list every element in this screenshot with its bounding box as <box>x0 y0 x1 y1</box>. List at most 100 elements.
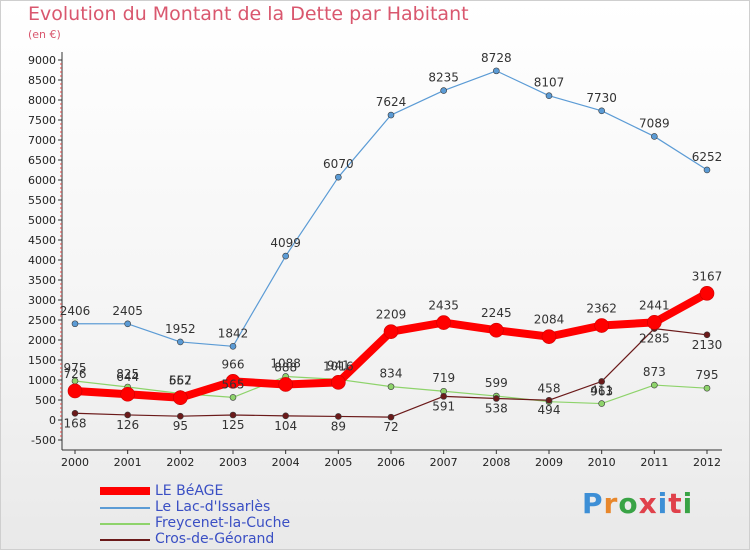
data-label-le-b-age: 2441 <box>639 298 670 312</box>
x-tick-label: 2000 <box>61 456 89 469</box>
data-label-cros-de-g-orand: 963 <box>590 384 613 398</box>
data-label-le-lac-d-issarl-s: 4099 <box>270 236 301 250</box>
data-label-freycenet-la-cuche: 873 <box>643 365 666 379</box>
data-point-le-b-age <box>489 322 504 338</box>
y-tick-label: 8500 <box>28 74 56 87</box>
data-point-cros-de-g-orand <box>598 378 605 385</box>
x-tick-label: 2008 <box>482 456 510 469</box>
data-label-cros-de-g-orand: 125 <box>222 418 245 432</box>
data-label-le-b-age: 941 <box>327 358 350 372</box>
data-label-le-b-age: 888 <box>274 360 297 374</box>
data-point-cros-de-g-orand <box>124 411 131 419</box>
data-point-le-lac-d-issarl-s <box>545 92 553 100</box>
y-tick-label: 8000 <box>28 94 56 107</box>
data-point-cros-de-g-orand <box>335 413 342 420</box>
y-tick-label: 4000 <box>28 254 56 267</box>
data-point-le-b-age <box>173 390 188 406</box>
y-tick-label: 1500 <box>28 354 56 367</box>
y-tick-label: 5000 <box>28 214 56 227</box>
data-label-le-lac-d-issarl-s: 2405 <box>112 304 143 318</box>
data-point-le-b-age <box>225 374 241 389</box>
data-point-freycenet-la-cuche <box>703 384 711 392</box>
data-point-le-b-age <box>594 318 609 333</box>
data-point-cros-de-g-orand <box>177 412 184 420</box>
data-point-le-lac-d-issarl-s <box>229 343 237 350</box>
data-label-freycenet-la-cuche: 599 <box>485 376 508 390</box>
data-label-cros-de-g-orand: 89 <box>331 419 346 433</box>
x-tick-label: 2009 <box>535 456 563 469</box>
data-label-le-b-age: 2362 <box>586 302 617 316</box>
data-label-freycenet-la-cuche: 834 <box>380 367 403 381</box>
data-point-le-b-age <box>541 329 557 344</box>
data-point-cros-de-g-orand <box>387 413 395 421</box>
x-tick-label: 2004 <box>272 456 300 469</box>
data-label-le-b-age: 644 <box>116 370 139 384</box>
data-label-cros-de-g-orand: 72 <box>383 420 398 434</box>
data-label-le-b-age: 2245 <box>481 306 512 320</box>
data-label-cros-de-g-orand: 591 <box>432 399 455 413</box>
data-point-cros-de-g-orand <box>440 393 447 400</box>
y-tick-label: 6000 <box>28 174 56 187</box>
data-point-le-lac-d-issarl-s <box>651 133 658 140</box>
x-tick-label: 2011 <box>640 456 668 469</box>
data-point-cros-de-g-orand <box>71 409 79 417</box>
chart-unit-label: (en €) <box>28 28 61 41</box>
y-tick-label: 7500 <box>28 114 56 127</box>
data-point-cros-de-g-orand <box>282 412 289 420</box>
data-label-le-lac-d-issarl-s: 7089 <box>639 116 670 130</box>
data-point-le-b-age <box>278 377 293 392</box>
data-label-freycenet-la-cuche: 975 <box>64 361 87 375</box>
data-label-cros-de-g-orand: 2130 <box>692 338 723 352</box>
x-tick-label: 2007 <box>430 456 458 469</box>
data-label-cros-de-g-orand: 104 <box>274 419 297 433</box>
data-point-le-b-age <box>647 315 662 330</box>
data-label-le-b-age: 3167 <box>692 269 723 283</box>
x-tick-label: 2010 <box>588 456 616 469</box>
legend-label-le-lac-dissarles: Le Lac-d'Issarlès <box>155 499 271 515</box>
x-tick-label: 2006 <box>377 456 405 469</box>
y-tick-label: 500 <box>35 394 56 407</box>
legend-swatch-freycenet-la-cuche <box>100 523 150 525</box>
y-tick-label: -500 <box>31 434 56 447</box>
y-tick-label: 1000 <box>28 374 56 387</box>
x-tick-label: 2001 <box>114 456 142 469</box>
data-label-freycenet-la-cuche: 1016 <box>323 359 354 373</box>
data-point-le-lac-d-issarl-s <box>387 111 395 119</box>
legend-swatch-cros-de-georand <box>100 539 150 541</box>
data-point-le-lac-d-issarl-s <box>440 87 447 94</box>
data-label-le-lac-d-issarl-s: 7730 <box>586 91 617 105</box>
data-label-le-b-age: 557 <box>169 374 192 388</box>
y-tick-label: 6500 <box>28 154 56 167</box>
y-tick-label: 4500 <box>28 234 56 247</box>
data-label-cros-de-g-orand: 2285 <box>639 332 670 346</box>
data-label-le-lac-d-issarl-s: 6252 <box>692 150 723 164</box>
data-label-le-lac-d-issarl-s: 1952 <box>165 322 196 336</box>
data-label-freycenet-la-cuche: 795 <box>696 368 719 382</box>
legend-swatch-le-lac-dissarles <box>100 507 150 509</box>
data-label-le-lac-d-issarl-s: 8235 <box>428 71 459 85</box>
data-point-cros-de-g-orand <box>493 395 500 402</box>
data-point-le-b-age <box>699 286 715 301</box>
y-tick-label: 9000 <box>28 54 56 67</box>
data-point-cros-de-g-orand <box>545 396 553 404</box>
legend-label-le-beage: LE BéAGE <box>155 483 224 499</box>
x-tick-label: 2012 <box>693 456 721 469</box>
data-label-cros-de-g-orand: 95 <box>173 419 188 433</box>
data-label-le-b-age: 2084 <box>534 313 565 327</box>
data-point-freycenet-la-cuche <box>598 400 605 407</box>
data-label-freycenet-la-cuche: 565 <box>222 377 245 391</box>
data-point-freycenet-la-cuche <box>387 383 395 390</box>
data-point-le-lac-d-issarl-s <box>598 107 605 115</box>
data-label-le-lac-d-issarl-s: 6070 <box>323 157 354 171</box>
y-tick-label: 5500 <box>28 194 56 207</box>
data-label-le-lac-d-issarl-s: 1842 <box>218 326 249 340</box>
data-point-le-lac-d-issarl-s <box>493 67 500 75</box>
data-label-freycenet-la-cuche: 458 <box>538 382 561 396</box>
data-point-le-lac-d-issarl-s <box>282 252 289 260</box>
data-label-le-lac-d-issarl-s: 7624 <box>376 95 407 109</box>
data-label-cros-de-g-orand: 126 <box>116 418 139 432</box>
data-point-le-b-age <box>120 386 135 402</box>
data-point-freycenet-la-cuche <box>651 381 658 389</box>
